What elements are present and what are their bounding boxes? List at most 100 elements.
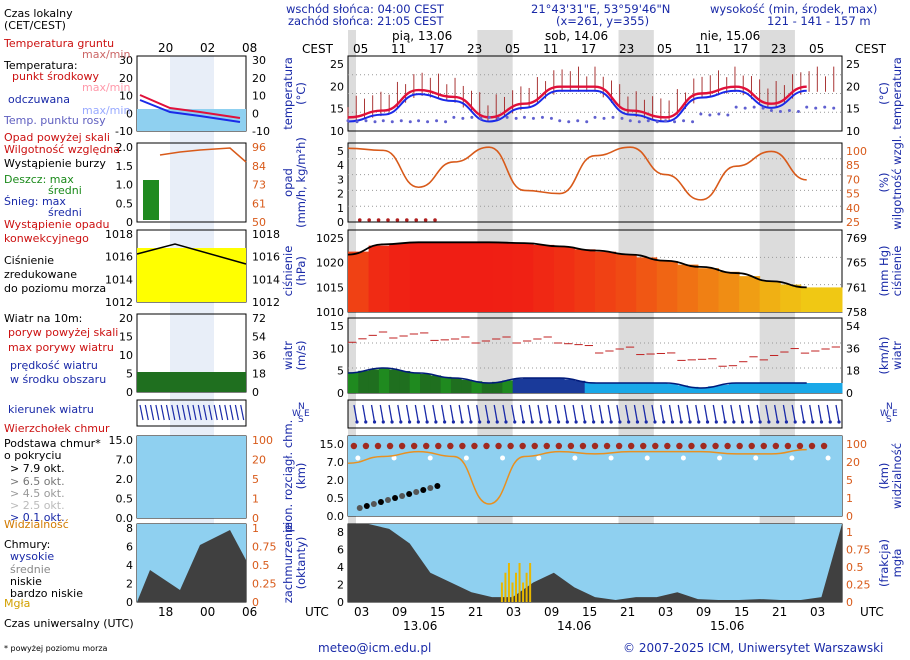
compass-letter-right: W (880, 409, 889, 419)
tick-label-left: 10 (330, 342, 344, 355)
cloudbase-bg (348, 436, 842, 516)
mini-wind-arrow (224, 404, 229, 421)
panel-frame-dir (347, 399, 843, 429)
mini-wind-arrow (150, 404, 155, 421)
wind-speed-bar (420, 373, 431, 393)
pressure-fill (595, 251, 617, 312)
dew-point-dot (646, 119, 650, 123)
storm-dot (376, 218, 381, 222)
wind-arrow-head (644, 420, 648, 424)
panel-label-right: widzialność (890, 443, 904, 509)
wind-arrow (423, 404, 428, 423)
wind-speed-bar (564, 379, 575, 393)
wind-arrow-head (776, 420, 780, 424)
mini-tick-right: -10 (252, 125, 270, 138)
mini-wind-arrow (176, 404, 181, 421)
fog-bar (507, 563, 510, 602)
panel-label-right: mgła (890, 549, 904, 578)
wind-arrow-head (364, 420, 368, 424)
wind-arrow-head (513, 420, 517, 424)
cloud-base-low-dot (406, 491, 413, 497)
storm-dot (423, 218, 428, 222)
panel-label-right-unit: (km) (877, 463, 891, 490)
dew-point-dot (832, 106, 836, 110)
mini-wind-arrow (229, 404, 234, 421)
dew-point-dot (620, 116, 624, 120)
wind-arrow-head (565, 420, 569, 424)
mini-temp-line (139, 94, 241, 119)
legend-text: średnie (10, 563, 51, 576)
dew-point-dot (426, 120, 430, 124)
mini-tick-left: 2.0 (116, 473, 134, 486)
wind-arrow (405, 404, 411, 423)
mini-cloud-area (137, 530, 246, 602)
cloud-top-dot (664, 442, 671, 450)
dew-point-dot (814, 106, 818, 110)
cloud-top-dot (471, 442, 478, 450)
pressure-fill (389, 243, 411, 312)
mini-wind-arrow (197, 404, 202, 421)
mini-tick-left: 7.0 (116, 454, 134, 467)
coords-label: 21°43'31"E, 53°59'46"N (531, 2, 671, 16)
legend-text: prędkość wiatru (10, 359, 98, 372)
wind-speed-bar (790, 383, 802, 393)
tick-label-left: 1 (337, 202, 344, 215)
tick-label-right: 761 (846, 281, 867, 294)
mini-tick-right: 96 (252, 141, 266, 154)
mini-bottom-tick: 06 (242, 605, 257, 619)
tick-label-left: 5 (337, 145, 344, 158)
wind-arrow-head (609, 420, 613, 424)
tick-label-right: 20 (846, 80, 860, 93)
mini-tick-left: 10 (119, 90, 133, 103)
top-axis-cest: CEST (302, 42, 334, 56)
wind-arrow (554, 404, 560, 423)
tick-label-right: 0.5 (846, 561, 864, 574)
mini-tick-right: 100 (252, 434, 273, 447)
dew-point-dot (769, 109, 773, 113)
tick-label-left: 0.0 (327, 510, 345, 523)
mini-tick-right: 0.5 (252, 559, 270, 572)
bottom-axis-hour: 03 (810, 605, 825, 619)
tick-label-right: 758 (846, 306, 867, 319)
wind-arrow-head (478, 420, 482, 424)
series-perceived (347, 89, 807, 123)
wind-speed-bar (708, 386, 719, 393)
dew-point-dot (364, 119, 368, 123)
dew-point-dot (540, 115, 544, 119)
dew-point-dot (558, 119, 562, 123)
wind-speed-bar (739, 383, 750, 393)
fog-bar (529, 563, 532, 602)
mini-wind-fill (137, 372, 246, 392)
wind-arrow-head (732, 420, 736, 424)
wind-speed-bar (492, 381, 503, 393)
mini-tick-right: 0 (252, 386, 259, 399)
wind-speed-bar (378, 368, 390, 393)
wind-arrow (502, 404, 507, 423)
cloud-base-low-dot (413, 489, 420, 495)
dew-point-dot (655, 120, 659, 124)
wind-speed-bar (718, 384, 730, 393)
mini-tick-right: 1 (252, 493, 259, 506)
compass-letter: N (298, 402, 305, 412)
tick-label-left: 20 (330, 80, 344, 93)
legend-text: średni (48, 184, 82, 197)
mini-wind-arrow (181, 404, 186, 421)
wind-arrow-head (819, 420, 824, 424)
tick-label-right: 100 (846, 438, 867, 451)
cloud-top-dot (567, 442, 575, 450)
cloud-top-dot (531, 442, 538, 450)
compass-letter: W (292, 409, 301, 419)
legend-text: konwekcyjnego (4, 232, 89, 245)
mini-wind-arrow (160, 404, 165, 421)
cloud-base-dot (572, 455, 578, 461)
mini-tick-left: 0.5 (116, 493, 134, 506)
wind-arrow-head (451, 420, 455, 424)
pressure-fill (615, 254, 637, 312)
panel-label-left: pion. rozciągł. chm. (281, 420, 295, 533)
wind-arrow (581, 404, 586, 423)
wind-arrow (397, 404, 402, 423)
panel-label-right: ciśnienie (890, 246, 904, 297)
mini-tick-right: 20 (252, 72, 266, 85)
tick-label-left: 0.5 (327, 492, 345, 505)
